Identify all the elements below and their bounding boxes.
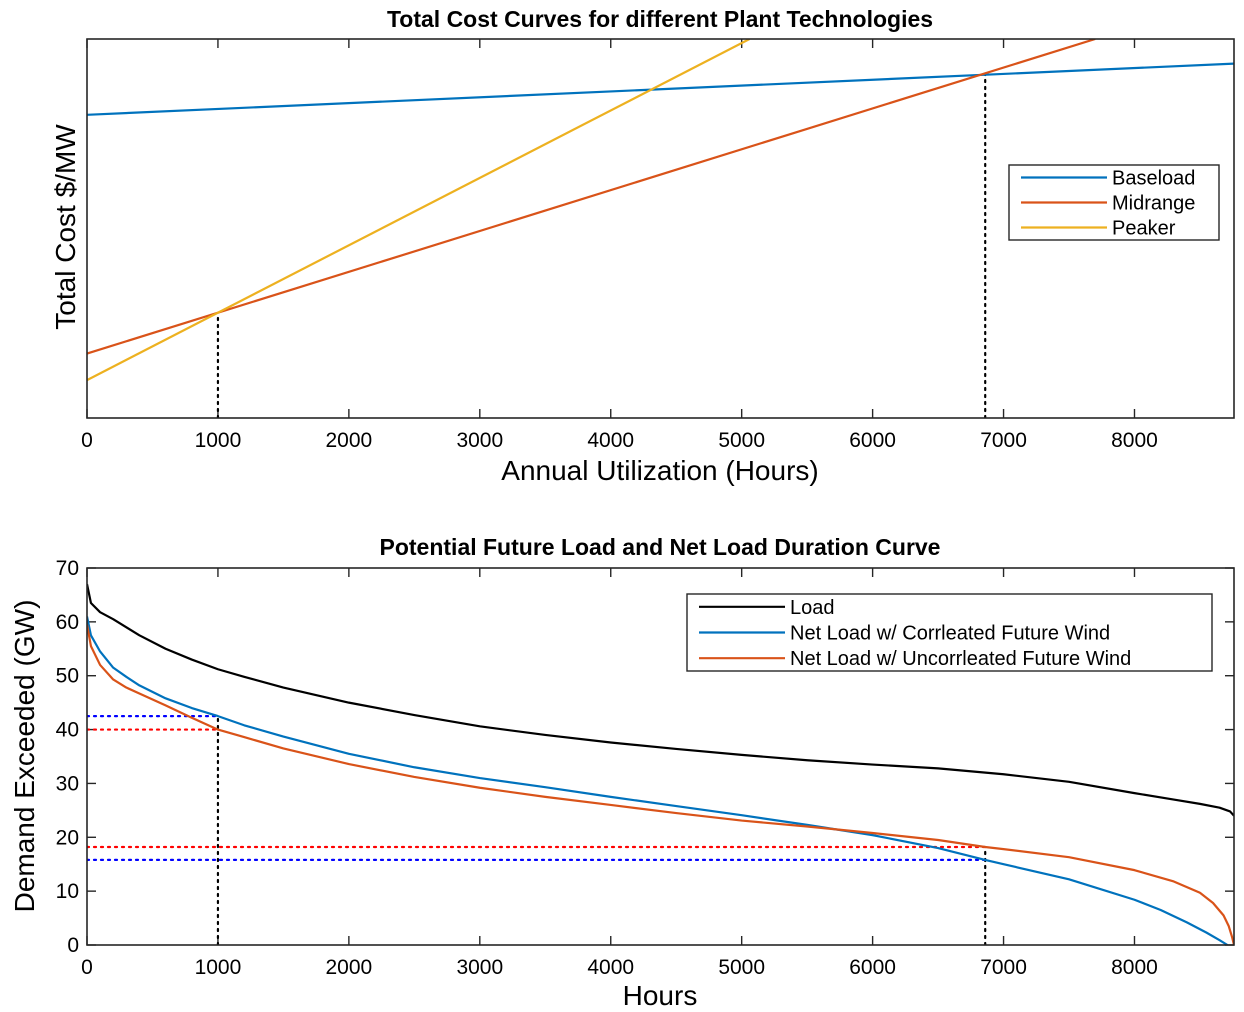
y-axis-label: Demand Exceeded (GW) bbox=[9, 600, 40, 913]
series-line-midrange bbox=[87, 39, 1096, 355]
x-tick-label: 7000 bbox=[980, 429, 1027, 452]
x-axis-label: Annual Utilization (Hours) bbox=[501, 455, 818, 486]
x-tick-label: 3000 bbox=[456, 429, 503, 452]
legend-label: Net Load w/ Uncorrleated Future Wind bbox=[790, 648, 1131, 670]
axes-frame bbox=[86, 38, 1235, 419]
x-tick-label: 6000 bbox=[849, 429, 896, 452]
x-tick-label: 8000 bbox=[1111, 429, 1158, 452]
x-tick-label: 2000 bbox=[326, 429, 373, 452]
x-tick-label: 6000 bbox=[849, 956, 896, 979]
chart-title: Total Cost Curves for different Plant Te… bbox=[387, 6, 933, 32]
x-tick-label: 5000 bbox=[718, 429, 765, 452]
legend-label: Load bbox=[790, 597, 835, 619]
legend: Load Net Load w/ Corrleated Future Wind Ne… bbox=[686, 593, 1213, 672]
x-tick-label: 0 bbox=[81, 956, 93, 979]
x-tick-label: 7000 bbox=[980, 956, 1027, 979]
legend-label: Net Load w/ Corrleated Future Wind bbox=[790, 623, 1110, 645]
axes-frame bbox=[86, 567, 1235, 946]
x-ticks: 0 1000 2000 3000 4000 5000 6000 7000 8000 bbox=[81, 39, 1158, 452]
x-tick-label: 3000 bbox=[456, 956, 503, 979]
x-tick-label: 1000 bbox=[195, 429, 242, 452]
x-tick-label: 4000 bbox=[587, 429, 634, 452]
y-axis-label: Total Cost $/MW bbox=[50, 124, 81, 330]
series-line-baseload bbox=[87, 62, 1234, 116]
legend-label: Midrange bbox=[1112, 193, 1195, 215]
plot-area bbox=[87, 39, 1234, 418]
series-line-load bbox=[87, 583, 1234, 817]
plot-area bbox=[87, 583, 1234, 945]
series-line-net-load-w-corrleated-future-wind bbox=[87, 616, 1229, 945]
cost-curves-chart: Total Cost Curves for different Plant Te… bbox=[50, 6, 1235, 486]
y-tick-label: 70 bbox=[56, 557, 79, 580]
x-tick-label: 8000 bbox=[1111, 956, 1158, 979]
y-tick-label: 0 bbox=[67, 934, 79, 957]
x-tick-label: 0 bbox=[81, 429, 93, 452]
chart-title: Potential Future Load and Net Load Durat… bbox=[380, 534, 941, 560]
y-tick-label: 60 bbox=[56, 611, 79, 634]
x-tick-label: 2000 bbox=[326, 956, 373, 979]
series-line-peaker bbox=[87, 39, 751, 382]
y-tick-label: 20 bbox=[56, 826, 79, 849]
y-tick-label: 40 bbox=[56, 719, 79, 742]
y-tick-label: 30 bbox=[56, 772, 79, 795]
series-line-net-load-w-uncorrleated-future-wind bbox=[87, 624, 1234, 945]
load-duration-chart: Potential Future Load and Net Load Durat… bbox=[9, 534, 1235, 1011]
axis-ticks: 0 1000 2000 3000 4000 5000 6000 7000 8000 0 10 20 30… bbox=[56, 557, 1234, 979]
x-axis-label: Hours bbox=[623, 980, 698, 1011]
x-tick-label: 1000 bbox=[195, 956, 242, 979]
legend-label: Baseload bbox=[1112, 168, 1195, 190]
y-tick-label: 10 bbox=[56, 880, 79, 903]
x-tick-label: 4000 bbox=[587, 956, 634, 979]
legend: Baseload Midrange Peaker bbox=[1008, 164, 1220, 241]
x-tick-label: 5000 bbox=[718, 956, 765, 979]
y-tick-label: 50 bbox=[56, 665, 79, 688]
legend-label: Peaker bbox=[1112, 218, 1176, 240]
